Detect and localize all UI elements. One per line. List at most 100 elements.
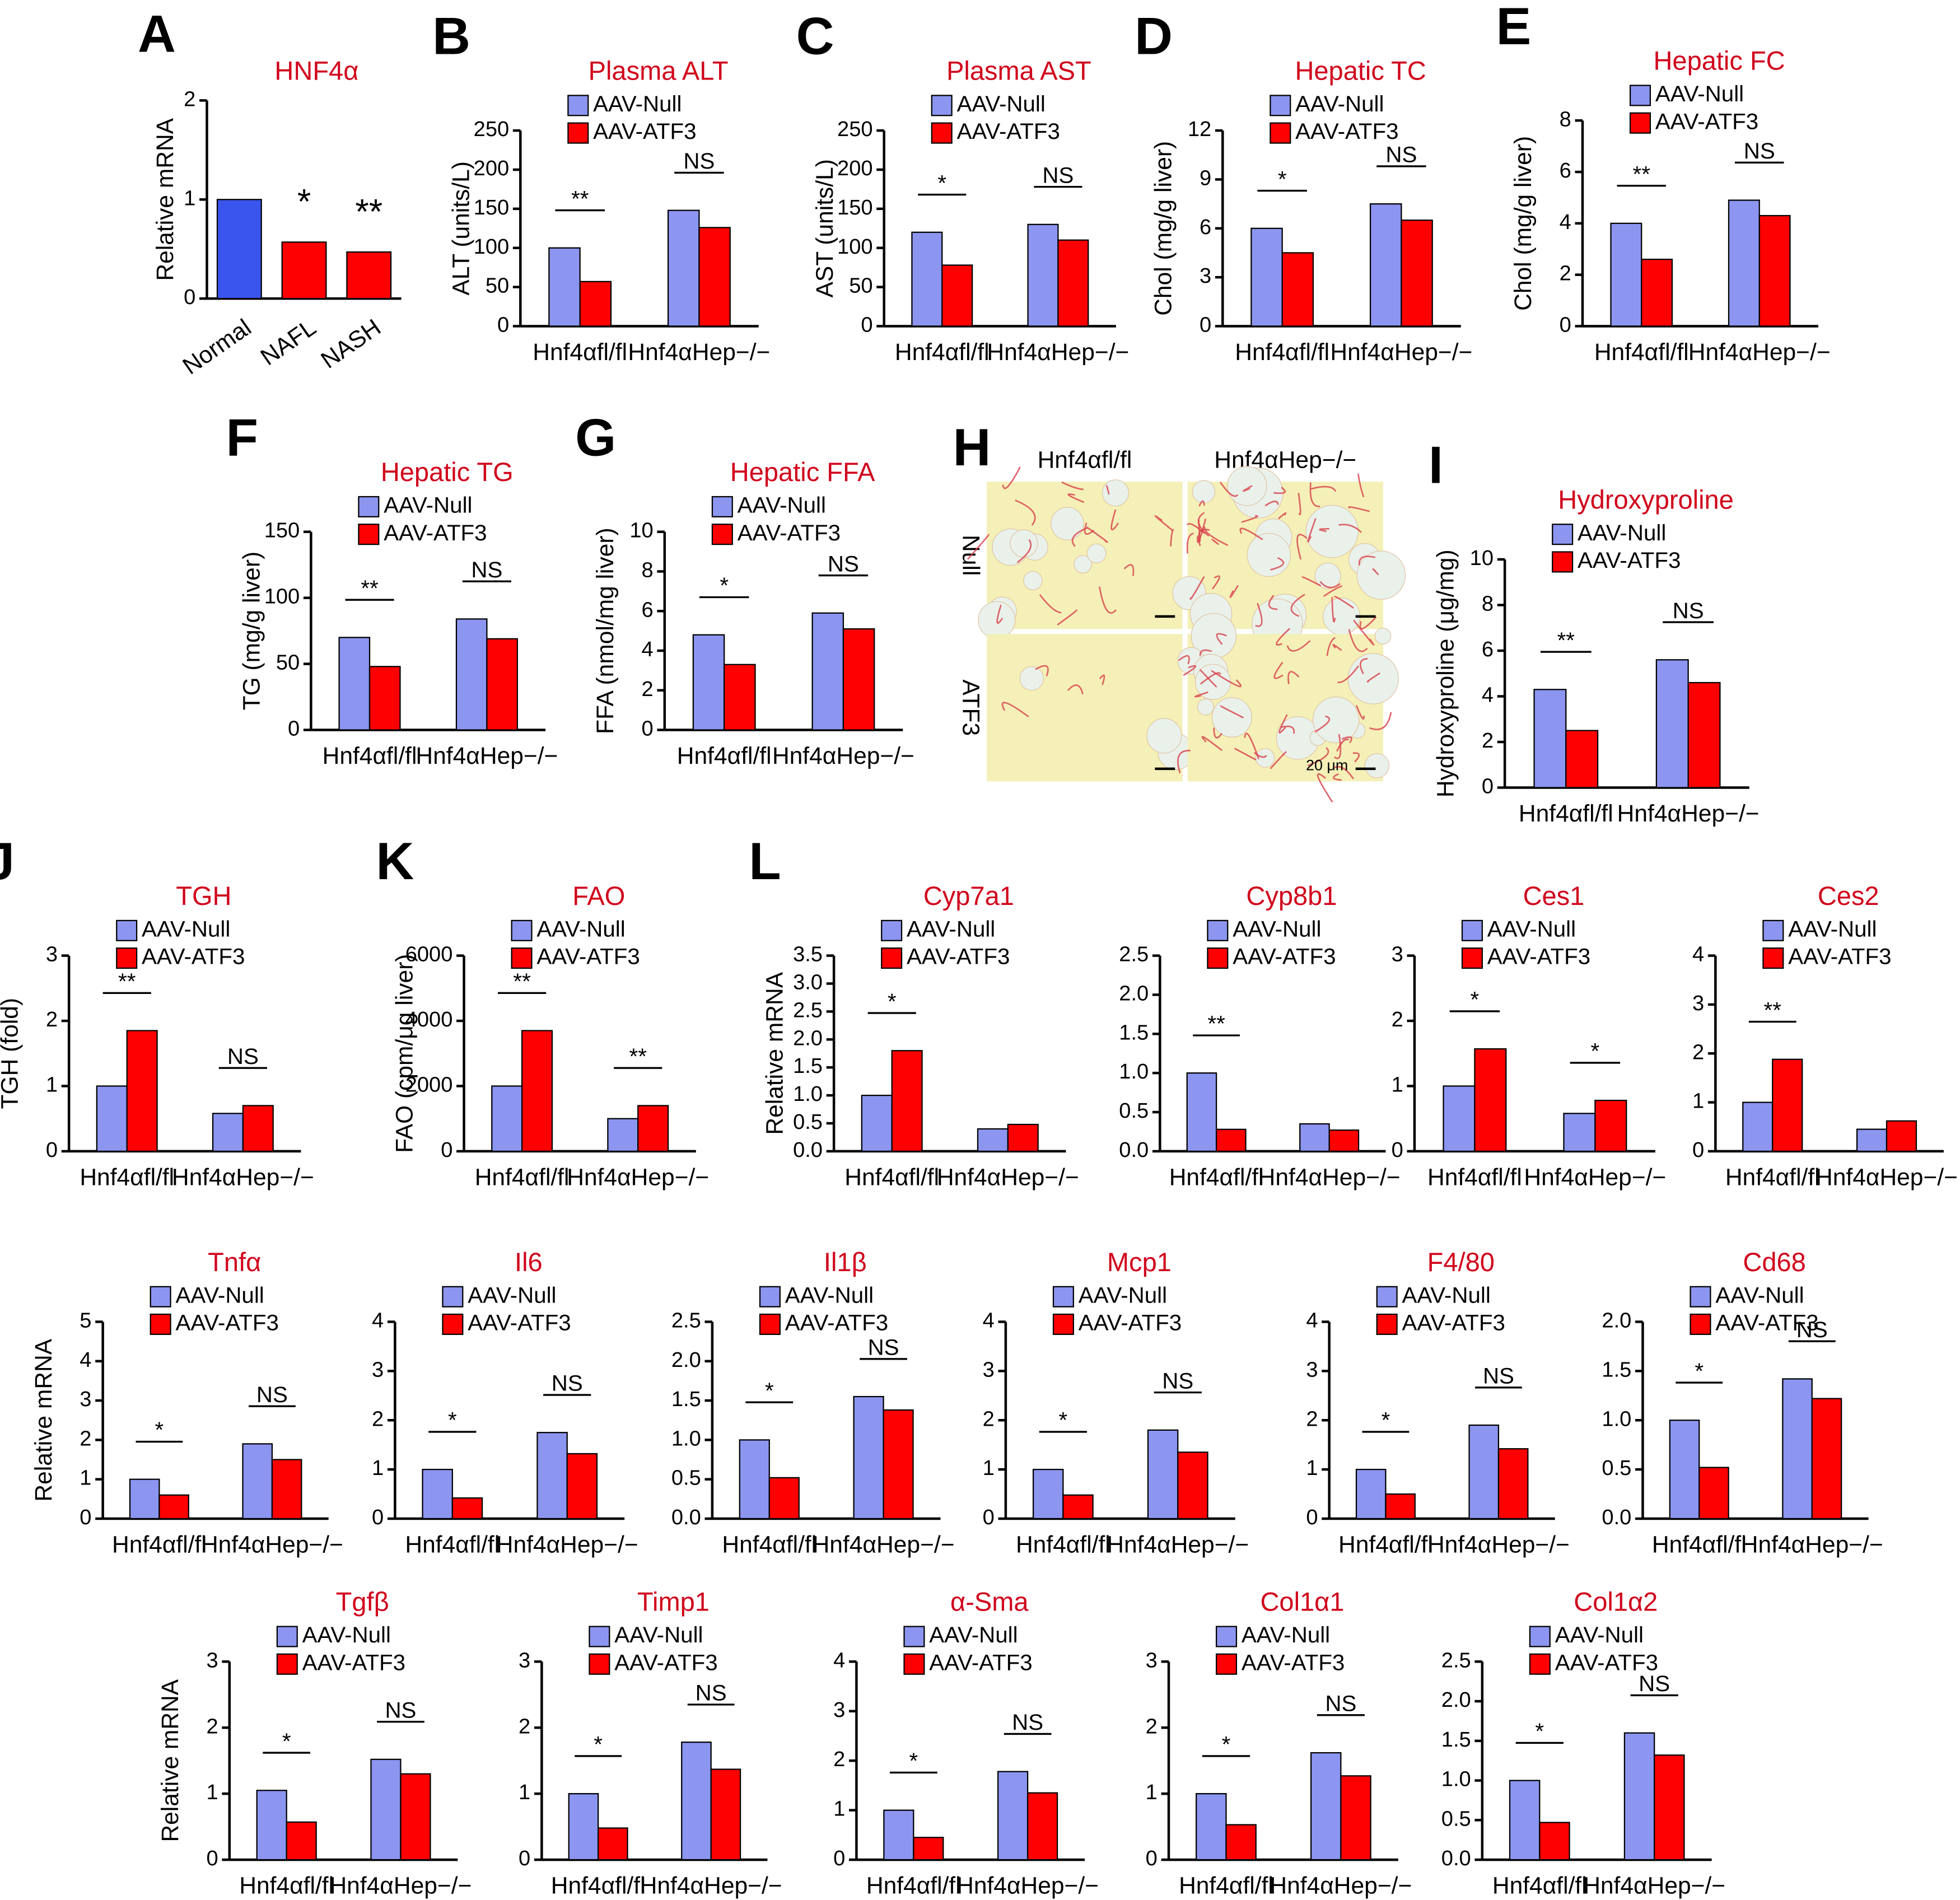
y-tick-label: 1 bbox=[372, 1456, 384, 1480]
y-tick-label: 150 bbox=[474, 196, 509, 220]
bar bbox=[1196, 1793, 1227, 1861]
x-tick-label: Hnf4αfl/fl bbox=[405, 1532, 500, 1558]
bar bbox=[1623, 1732, 1655, 1861]
y-tick-label: 2 bbox=[372, 1407, 384, 1431]
bar bbox=[1856, 1128, 1888, 1152]
fibrosis bbox=[1341, 736, 1352, 744]
chart-title: HNF4α bbox=[274, 56, 358, 86]
y-tick-label: 50 bbox=[849, 274, 872, 298]
y-axis-label: Chol (mg/g liver) bbox=[1150, 141, 1177, 316]
fibrosis bbox=[1057, 609, 1077, 626]
bar bbox=[1497, 1448, 1529, 1520]
y-tick-label: 0 bbox=[1392, 1138, 1403, 1162]
fibrosis bbox=[1319, 581, 1341, 589]
y-tick-label: 2.5 bbox=[1119, 943, 1149, 967]
significance-label: ** bbox=[629, 1044, 647, 1069]
x-tick-label: Hnf4αfl/fl bbox=[1427, 1164, 1522, 1191]
fibrosis bbox=[1110, 509, 1119, 531]
y-tick-label: 1 bbox=[206, 1781, 218, 1804]
y-tick-label: 0 bbox=[1306, 1506, 1318, 1529]
bar bbox=[346, 251, 392, 300]
y-tick-label: 6 bbox=[1200, 216, 1211, 239]
legend-swatch bbox=[1376, 1286, 1398, 1308]
fibrosis bbox=[1348, 629, 1368, 652]
significance-label: * bbox=[297, 183, 311, 222]
bar bbox=[768, 1477, 800, 1520]
y-tick-label: 3.5 bbox=[793, 943, 823, 967]
fibrosis bbox=[1084, 522, 1095, 535]
y-tick-label: 3 bbox=[372, 1358, 384, 1381]
bar bbox=[96, 1085, 128, 1152]
bar bbox=[370, 1758, 402, 1861]
significance-label: NS bbox=[683, 148, 715, 174]
legend-label: AAV-ATF3 bbox=[785, 1310, 888, 1336]
y-tick-label: 1 bbox=[1692, 1090, 1704, 1113]
y-axis-label: TGH (fold) bbox=[0, 998, 23, 1109]
significance-label: ** bbox=[361, 576, 379, 601]
fibrosis bbox=[1307, 518, 1317, 543]
bar bbox=[129, 1478, 160, 1520]
fibrosis bbox=[1198, 529, 1210, 547]
vacuole bbox=[1356, 550, 1406, 600]
y-tick-label: 1 bbox=[46, 1073, 58, 1097]
fibrosis bbox=[1372, 568, 1379, 576]
significance-label: * bbox=[720, 573, 729, 598]
significance-label: * bbox=[155, 1417, 164, 1442]
y-axis-label: Hydroxyproline (μg/mg) bbox=[1432, 549, 1459, 797]
fibrosis bbox=[1296, 534, 1308, 560]
bar bbox=[1032, 1469, 1064, 1520]
legend-swatch bbox=[1461, 947, 1483, 969]
legend-label: AAV-Null bbox=[1555, 1622, 1644, 1647]
fibrosis bbox=[1287, 671, 1300, 684]
fibrosis bbox=[1178, 655, 1190, 665]
bar bbox=[242, 1443, 273, 1520]
fibrosis bbox=[1186, 522, 1206, 534]
x-tick-label: Hnf4αfl/fl bbox=[866, 1873, 961, 1899]
bar bbox=[566, 1453, 598, 1520]
legend-label: AAV-Null bbox=[1079, 1282, 1167, 1308]
y-tick-label: 1.5 bbox=[1119, 1021, 1149, 1044]
legend-swatch bbox=[567, 122, 589, 144]
y-axis-label: Relative mRNA bbox=[761, 972, 788, 1135]
y-tick-label: 0.5 bbox=[1441, 1807, 1471, 1831]
legend-swatch bbox=[1629, 112, 1651, 134]
significance-label: ** bbox=[513, 969, 531, 994]
fibrosis bbox=[1219, 482, 1239, 497]
significance-label: ** bbox=[1633, 161, 1651, 186]
y-tick-label: 0.5 bbox=[1602, 1456, 1631, 1480]
x-tick-label: Hnf4αHep−/− bbox=[1583, 1873, 1725, 1899]
significance-label: * bbox=[282, 1729, 291, 1754]
significance-label: NS bbox=[256, 1382, 288, 1407]
fibrosis bbox=[1310, 485, 1337, 492]
x-tick-label: Hnf4αfl/fl bbox=[1725, 1164, 1820, 1191]
chart-title: Cyp7a1 bbox=[923, 881, 1014, 911]
vacuole bbox=[1010, 529, 1038, 558]
legend-label: AAV-ATF3 bbox=[593, 119, 696, 144]
legend-label: AAV-Null bbox=[1233, 916, 1321, 941]
bar bbox=[891, 1050, 923, 1152]
y-tick-label: 6 bbox=[1482, 638, 1494, 661]
legend-swatch bbox=[1052, 1313, 1074, 1335]
y-axis-label: Relative mRNA bbox=[157, 1679, 184, 1842]
significance-label: NS bbox=[1325, 1691, 1356, 1716]
bar bbox=[1147, 1429, 1179, 1520]
significance-label: * bbox=[1471, 987, 1480, 1012]
chart-title: Hepatic FC bbox=[1653, 46, 1785, 76]
fibrosis bbox=[1278, 714, 1288, 734]
micrograph bbox=[987, 634, 1183, 782]
fibrosis bbox=[1276, 628, 1291, 646]
bar bbox=[216, 199, 262, 300]
bar bbox=[455, 618, 488, 731]
bar bbox=[126, 1030, 158, 1152]
legend-swatch bbox=[276, 1653, 298, 1675]
y-tick-label: 1.5 bbox=[1602, 1358, 1631, 1381]
y-axis-label: ALT (units/L) bbox=[448, 161, 475, 296]
bar bbox=[451, 1497, 483, 1520]
legend-swatch bbox=[150, 1286, 171, 1308]
bar bbox=[861, 1094, 893, 1152]
chart-title: F4/80 bbox=[1427, 1247, 1495, 1277]
chart-title: Col1α2 bbox=[1574, 1587, 1658, 1617]
x-tick-label: Hnf4αfl/fl bbox=[1235, 339, 1329, 366]
significance-label: * bbox=[448, 1408, 457, 1433]
